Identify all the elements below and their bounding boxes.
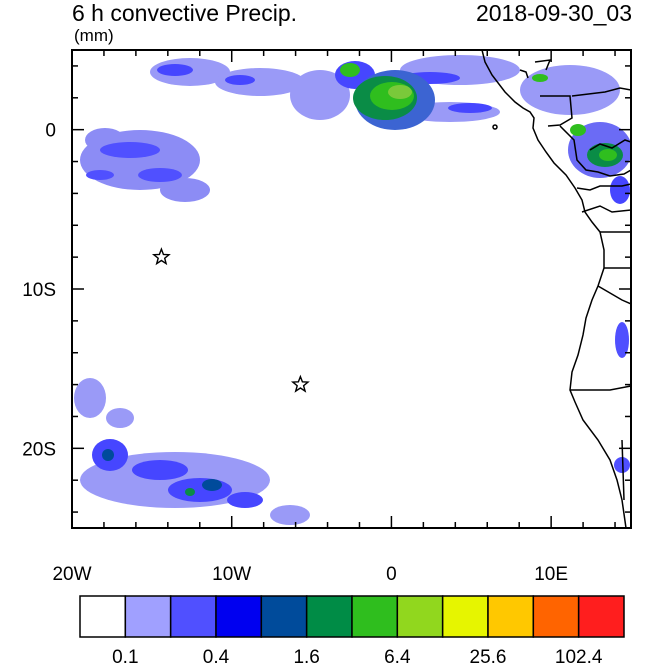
- star-marker-1: [151, 247, 171, 266]
- colorbar-swatch: [532, 595, 580, 638]
- colorbar-swatch: [487, 595, 535, 638]
- colorbar-swatch: [169, 595, 217, 638]
- map-datetime: 2018-09-30_03: [475, 0, 632, 26]
- x-tick-label: 10W: [212, 564, 251, 585]
- colorbar: 0.1 0.4 1.6 6.4 25.6 102.4: [79, 595, 625, 667]
- axis-tick-labels: 20W 10W 0 10E 0 10S 20S: [22, 121, 568, 585]
- x-tick-label: 10E: [534, 564, 568, 585]
- colorbar-label: 102.4: [555, 647, 603, 667]
- colorbar-swatch: [260, 595, 308, 638]
- units-label: (mm): [74, 26, 114, 45]
- colorbar-swatch: [215, 595, 263, 638]
- colorbar-swatch: [351, 595, 399, 638]
- y-tick-label: 20S: [22, 439, 56, 460]
- map-title: 6 h convective Precip.: [72, 0, 298, 26]
- star-marker-2: [290, 374, 310, 393]
- y-tick-label: 0: [45, 121, 56, 142]
- colorbar-swatch: [124, 595, 172, 638]
- y-tick-label: 10S: [22, 280, 56, 301]
- colorbar-swatch: [79, 595, 127, 638]
- colorbar-label: 0.4: [203, 647, 230, 667]
- colorbar-label: 0.1: [112, 647, 138, 667]
- axis-ticks: [71, 50, 631, 528]
- x-tick-label: 0: [386, 564, 397, 585]
- colorbar-label: 6.4: [384, 647, 411, 667]
- precipitation-field: [74, 55, 631, 525]
- colorbar-swatch: [441, 595, 489, 638]
- colorbar-label: 1.6: [293, 647, 319, 667]
- colorbar-swatch: [577, 595, 625, 638]
- colorbar-swatch: [396, 595, 444, 638]
- coastline: [481, 50, 631, 528]
- x-tick-label: 20W: [52, 564, 91, 585]
- markers: [151, 247, 310, 393]
- colorbar-swatch: [305, 595, 353, 638]
- colorbar-label: 25.6: [470, 647, 507, 667]
